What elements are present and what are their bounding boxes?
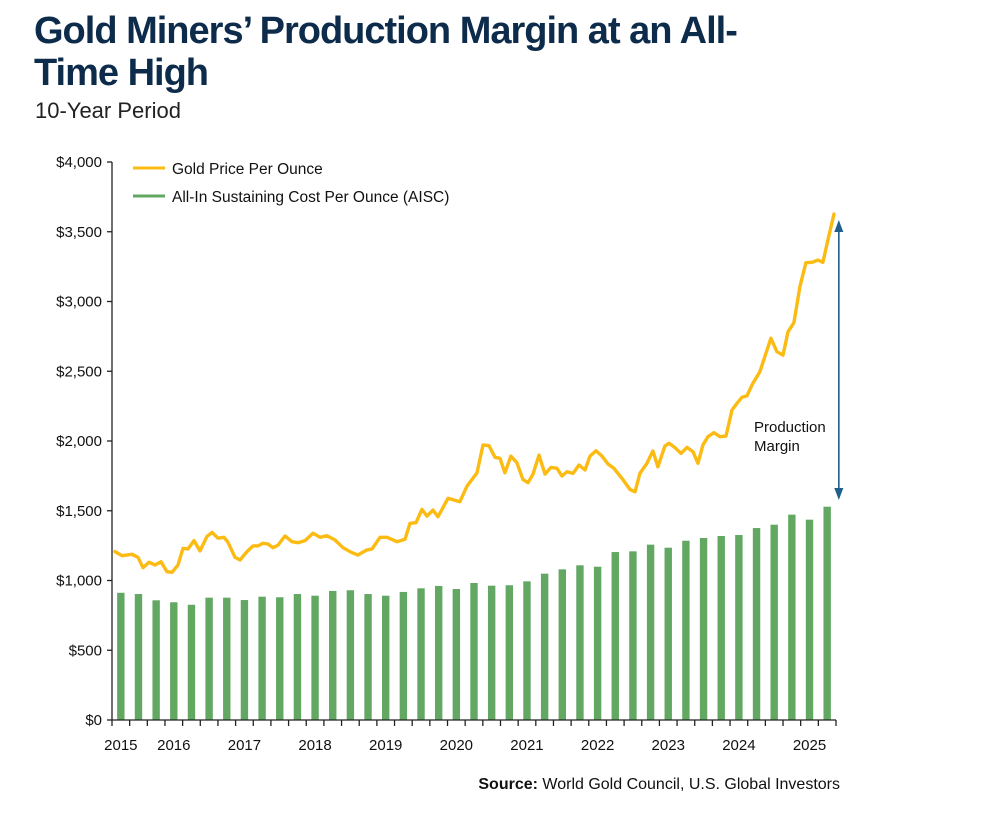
aisc-bar	[540, 573, 549, 720]
aisc-bar	[770, 524, 778, 720]
aisc-bar	[311, 595, 319, 720]
y-tick-label: $0	[85, 712, 102, 729]
aisc-bar	[276, 597, 284, 720]
aisc-bar	[611, 552, 619, 720]
aisc-bar	[487, 585, 496, 720]
annotation-label-line1: Production	[754, 419, 826, 436]
aisc-bar	[417, 588, 425, 720]
aisc-bar	[646, 544, 655, 720]
aisc-bar	[223, 597, 231, 720]
x-tick-label: 2023	[652, 737, 685, 754]
aisc-bar	[134, 594, 143, 720]
x-tick-label: 2018	[298, 737, 331, 754]
chart-title: Gold Miners’ Production Margin at an All…	[34, 10, 738, 94]
arrow-down-icon	[834, 488, 844, 501]
aisc-bar	[823, 506, 831, 720]
source-note: Source: World Gold Council, U.S. Global …	[478, 776, 840, 794]
aisc-bar	[152, 600, 160, 720]
x-tick-label: 2020	[440, 737, 473, 754]
aisc-bar	[187, 604, 196, 720]
x-tick-label: 2017	[228, 737, 261, 754]
aisc-bar	[735, 535, 743, 720]
y-tick-label: $2,000	[56, 433, 102, 450]
x-tick-label: 2021	[510, 737, 543, 754]
y-tick-label: $3,500	[56, 224, 102, 241]
legend-label-aisc: All-In Sustaining Cost Per Ounce (AISC)	[172, 189, 449, 206]
y-tick-label: $500	[69, 642, 102, 659]
aisc-bar	[682, 540, 690, 720]
aisc-bar	[629, 551, 637, 720]
aisc-bar	[293, 594, 302, 720]
aisc-bar	[576, 565, 584, 720]
gold-price-line-layer	[113, 212, 836, 574]
aisc-bar	[788, 514, 796, 720]
y-tick-label: $1,000	[56, 573, 102, 590]
aisc-bar	[717, 535, 725, 720]
aisc-bar	[364, 594, 372, 720]
aisc-bar	[505, 585, 514, 720]
chart-subtitle: 10-Year Period	[35, 98, 181, 123]
arrow-up-icon	[834, 220, 844, 233]
aisc-bar	[382, 595, 390, 720]
aisc-bar	[434, 585, 443, 720]
aisc-bar	[593, 566, 602, 720]
x-tick-label: 2015	[104, 737, 137, 754]
aisc-bar	[558, 569, 566, 720]
aisc-bar	[805, 519, 814, 720]
legend-label-gold: Gold Price Per Ounce	[172, 161, 323, 178]
aisc-bar	[240, 600, 249, 720]
x-tick-label: 2019	[369, 737, 402, 754]
y-tick-label: $1,500	[56, 503, 102, 520]
y-tick-label: $4,000	[56, 154, 102, 171]
gold-price-line	[113, 212, 836, 574]
x-tick-label: 2024	[722, 737, 755, 754]
aisc-bar	[399, 591, 408, 720]
x-tick-label: 2025	[793, 737, 826, 754]
aisc-bar	[452, 589, 461, 720]
source-label: Source:	[478, 776, 538, 793]
x-tick-label: 2022	[581, 737, 614, 754]
aisc-bar	[329, 590, 337, 720]
aisc-bar	[170, 602, 178, 720]
aisc-bar	[205, 597, 213, 720]
x-tick-label: 2016	[157, 737, 190, 754]
y-tick-label: $2,500	[56, 363, 102, 380]
aisc-bar	[523, 581, 531, 720]
y-tick-label: $3,000	[56, 294, 102, 311]
aisc-bar	[752, 528, 761, 720]
aisc-bar	[346, 590, 355, 720]
aisc-bar	[470, 583, 478, 720]
legend: Gold Price Per Ounce All-In Sustaining C…	[133, 161, 449, 206]
production-margin-annotation: Production Margin	[754, 220, 844, 501]
annotation-label-line2: Margin	[754, 438, 800, 455]
aisc-bar	[258, 596, 266, 720]
aisc-bar	[664, 547, 672, 720]
aisc-bar	[699, 537, 708, 720]
source-text: World Gold Council, U.S. Global Investor…	[537, 776, 840, 793]
axes: $0 $500 $1,000 $1,500 $2,000 $2,500 $3,000 $3,5…	[56, 154, 837, 754]
aisc-bar	[117, 592, 125, 720]
aisc-bars	[117, 506, 831, 720]
